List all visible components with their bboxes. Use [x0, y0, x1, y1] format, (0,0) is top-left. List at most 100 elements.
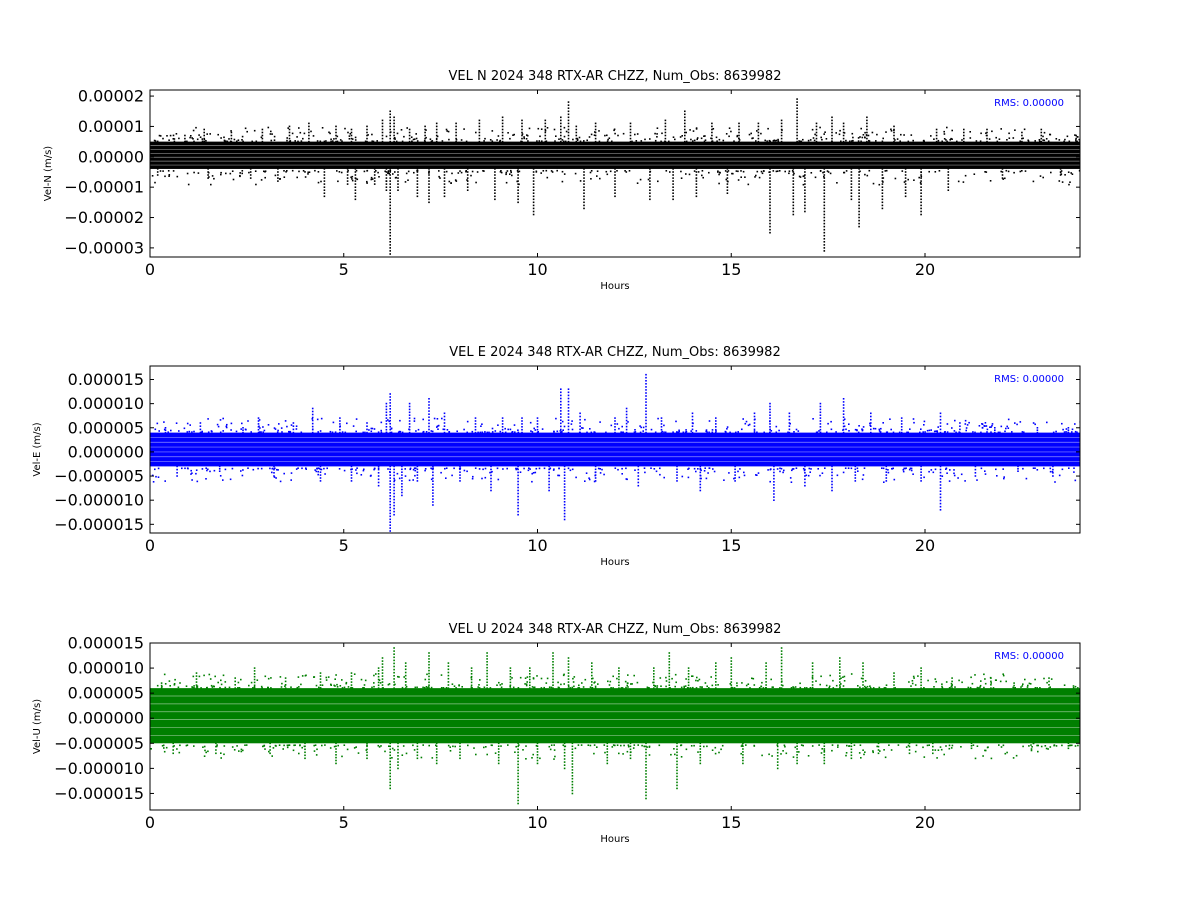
data-point	[220, 171, 222, 174]
data-point	[264, 176, 266, 179]
data-point	[696, 138, 698, 141]
data-point	[848, 430, 850, 432]
data-point	[494, 177, 496, 179]
data-point	[517, 177, 519, 179]
data-point	[612, 687, 614, 689]
data-point	[393, 650, 395, 652]
data-point	[1007, 170, 1010, 173]
data-point	[945, 468, 947, 470]
data-point	[823, 754, 826, 756]
data-point	[517, 195, 519, 198]
data-point	[705, 430, 707, 433]
data-point	[1064, 138, 1066, 141]
data-point	[557, 474, 559, 477]
data-point	[304, 745, 306, 748]
data-point	[645, 428, 647, 431]
data-point	[718, 173, 720, 176]
data-point	[881, 180, 884, 182]
data-point	[792, 213, 795, 216]
data-point	[205, 467, 207, 469]
data-point	[625, 407, 628, 410]
data-point	[509, 675, 512, 678]
data-point	[335, 742, 337, 745]
data-point	[474, 426, 477, 428]
data-point	[826, 170, 829, 172]
data-point	[614, 177, 616, 179]
data-point	[389, 219, 391, 222]
data-point	[552, 663, 554, 666]
data-point	[732, 172, 734, 175]
data-point	[563, 683, 565, 685]
data-point	[370, 474, 372, 477]
data-point	[393, 668, 395, 671]
data-point	[858, 210, 860, 213]
data-point	[479, 431, 482, 434]
data-point	[404, 668, 407, 671]
data-point	[881, 195, 884, 198]
data-point	[393, 483, 395, 486]
data-point	[157, 467, 160, 470]
data-point	[455, 137, 457, 140]
data-point	[893, 137, 895, 140]
data-point	[876, 133, 878, 136]
data-point	[599, 177, 601, 180]
data-point	[190, 473, 192, 475]
data-point	[776, 755, 779, 757]
data-point	[259, 427, 261, 429]
data-point	[564, 140, 567, 143]
data-point	[416, 757, 419, 760]
data-point	[197, 172, 200, 174]
x-tick-label: 10	[527, 813, 547, 832]
data-point	[629, 757, 632, 760]
data-point	[908, 468, 911, 471]
data-point	[560, 419, 562, 421]
data-point	[739, 468, 741, 470]
data-point	[804, 168, 806, 170]
data-point	[459, 757, 461, 760]
data-point	[203, 138, 206, 141]
data-point	[430, 140, 433, 143]
data-point	[172, 170, 175, 172]
data-point	[625, 410, 628, 413]
data-point	[486, 675, 488, 678]
data-point	[829, 674, 831, 677]
data-point	[319, 681, 322, 683]
data-point	[393, 653, 395, 655]
data-point	[332, 140, 334, 142]
data-point	[292, 425, 295, 427]
data-point	[291, 169, 294, 172]
data-point	[433, 417, 436, 420]
data-point	[394, 171, 396, 173]
data-point	[758, 687, 761, 689]
data-point	[726, 186, 729, 188]
data-point	[674, 673, 677, 676]
data-point	[380, 429, 382, 432]
data-point	[336, 686, 339, 688]
data-point	[805, 474, 808, 477]
data-point	[567, 669, 570, 671]
data-point	[691, 675, 694, 677]
data-point	[1012, 686, 1014, 689]
data-point	[443, 422, 446, 424]
data-point	[408, 431, 411, 434]
data-point	[778, 170, 781, 172]
data-point	[842, 122, 845, 125]
data-point	[329, 747, 332, 749]
data-point	[700, 137, 703, 140]
data-point	[996, 475, 998, 477]
data-point	[903, 134, 905, 136]
data-point	[272, 747, 275, 749]
data-point	[289, 430, 291, 433]
data-point	[687, 476, 690, 479]
data-point	[184, 134, 186, 137]
data-point	[397, 174, 399, 176]
data-point	[211, 175, 214, 177]
data-point	[189, 424, 191, 426]
data-point	[304, 176, 307, 178]
data-point	[515, 745, 517, 748]
data-point	[453, 685, 456, 687]
data-point	[769, 420, 771, 422]
data-point	[796, 759, 798, 762]
data-point	[288, 137, 291, 140]
data-point	[371, 686, 373, 689]
